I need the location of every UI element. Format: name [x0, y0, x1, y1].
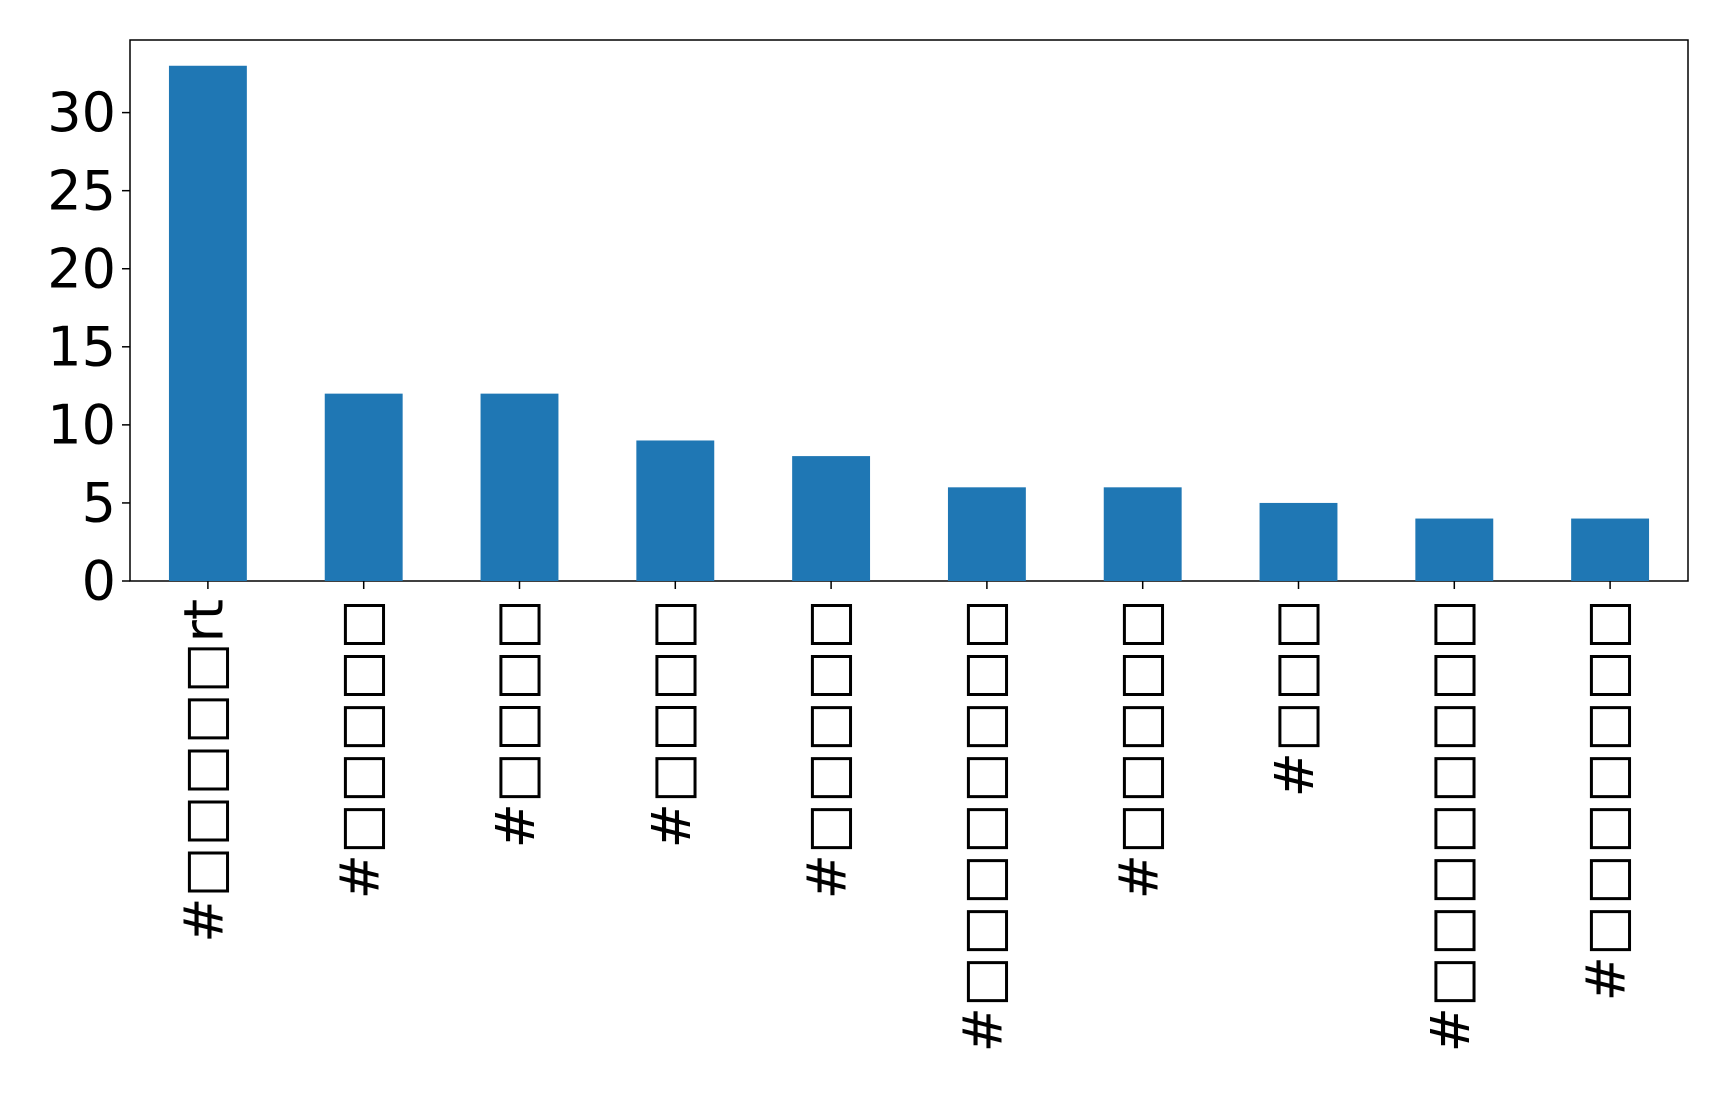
- y-tick-label: 25: [47, 159, 116, 222]
- x-tick-label: #□□□□□□□: [1575, 599, 1638, 1001]
- bar: [1571, 518, 1650, 581]
- bar: [947, 487, 1026, 581]
- y-tick-label: 30: [47, 81, 116, 144]
- bar: [636, 440, 715, 581]
- y-tick-label: 0: [82, 550, 116, 613]
- y-tick-label: 15: [47, 315, 116, 378]
- plot-frame: [129, 39, 1689, 582]
- x-tick-label: #□□□□□□□□: [952, 599, 1015, 1052]
- y-tick-label: 20: [47, 237, 116, 300]
- x-tick-label: #□□□□□rt: [173, 599, 236, 943]
- x-tick-label: #□□□: [1263, 599, 1326, 797]
- x-tick-label: #□□□□□: [1107, 599, 1170, 899]
- bar: [792, 456, 871, 581]
- y-tick-label: 10: [47, 394, 116, 457]
- x-tick-label: #□□□□□: [796, 599, 859, 899]
- x-tick-label: #□□□□□: [328, 599, 391, 899]
- bar: [1259, 502, 1338, 581]
- y-tick-label: 5: [82, 472, 116, 535]
- bar: [480, 393, 559, 581]
- bar: [324, 393, 403, 581]
- x-tick-label: #□□□□: [640, 599, 703, 848]
- bar: [1103, 487, 1182, 581]
- x-tick-label: #□□□□: [484, 599, 547, 848]
- bar: [1415, 518, 1494, 581]
- bar: [168, 65, 247, 581]
- x-tick-label: #□□□□□□□□: [1419, 599, 1482, 1052]
